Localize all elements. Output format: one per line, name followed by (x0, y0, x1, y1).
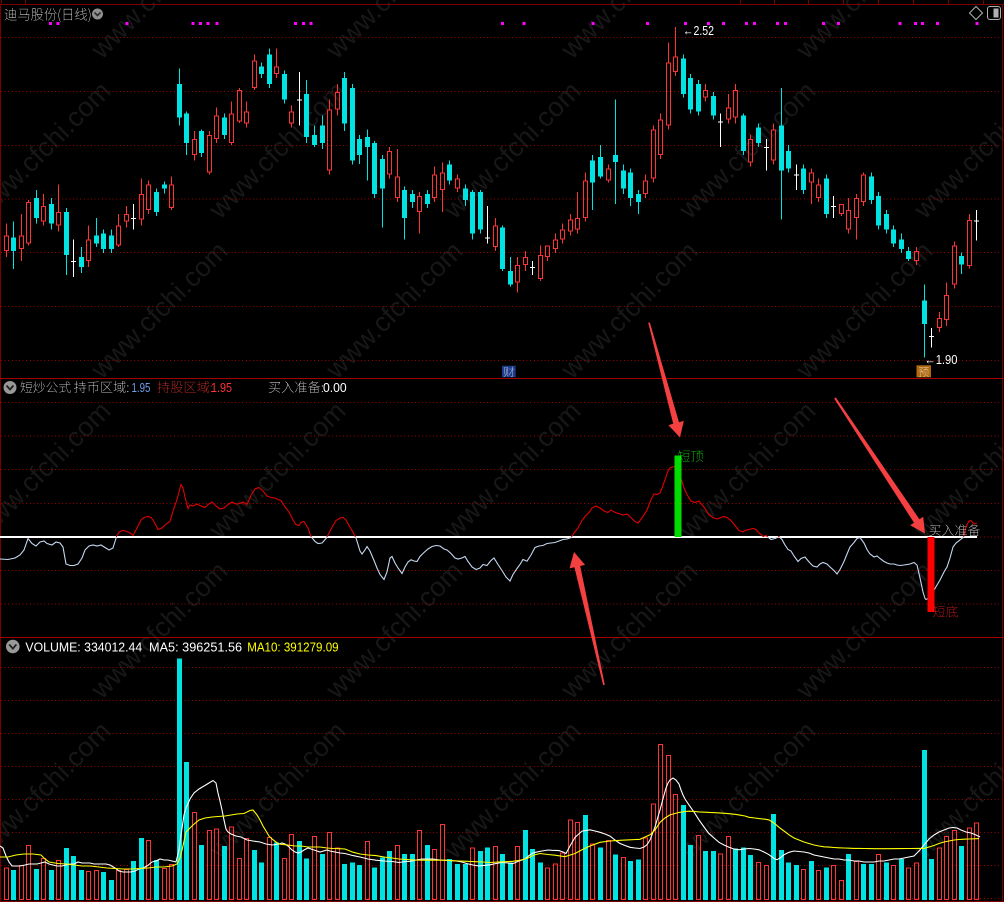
svg-text:0.00: 0.00 (323, 381, 347, 395)
svg-text:MA10: 391279.09: MA10: 391279.09 (247, 640, 338, 655)
svg-text:←1.90: ←1.90 (925, 352, 958, 367)
svg-text:←2.52: ←2.52 (683, 23, 714, 38)
svg-text:1.95: 1.95 (132, 381, 151, 395)
svg-text:MA5: 396251.56: MA5: 396251.56 (149, 640, 242, 655)
svg-text:VOLUME: 334012.44: VOLUME: 334012.44 (25, 640, 142, 655)
svg-text:1.95: 1.95 (211, 381, 232, 395)
